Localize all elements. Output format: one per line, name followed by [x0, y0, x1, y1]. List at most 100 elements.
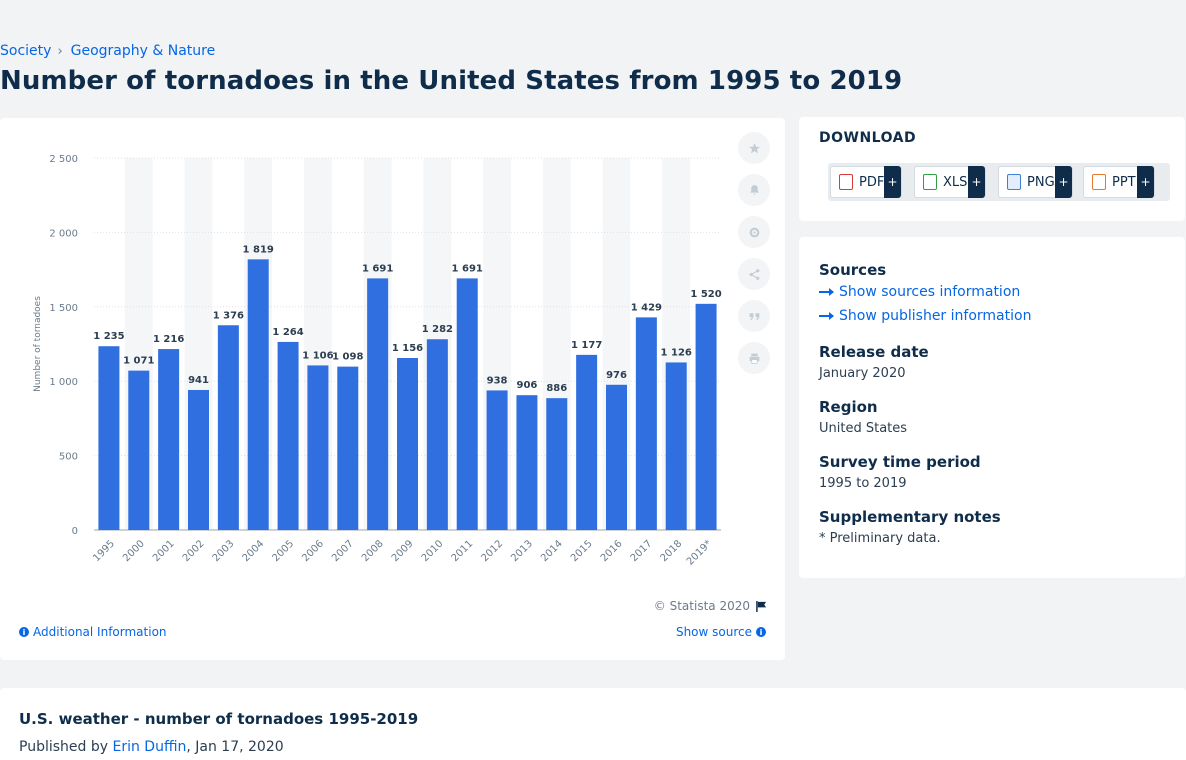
show-sources-link[interactable]: Show sources information [819, 284, 1020, 300]
bar-chart: 0 500 1 000 1 500 2 000 2 500 Number of tornad… [33, 154, 722, 568]
bar [337, 366, 359, 530]
data-label: 1 216 [153, 334, 184, 345]
x-tick-label: 2003 [211, 538, 237, 564]
published-prefix: Published by [19, 739, 113, 755]
bar [635, 317, 657, 530]
bar [397, 357, 418, 530]
data-label: 941 [188, 375, 209, 386]
bar [367, 278, 389, 530]
y-tick-label: 0 [72, 526, 78, 537]
data-label: 1 376 [213, 310, 244, 321]
x-tick-label: 2013 [509, 538, 535, 564]
bar [188, 389, 209, 530]
x-tick-label: 2006 [300, 538, 326, 564]
x-tick-label: 2017 [629, 538, 655, 564]
bar [546, 398, 568, 530]
data-label: 1 071 [123, 356, 154, 367]
bar [576, 354, 598, 530]
statistic-details-card: Sources Show sources information Show pu… [799, 237, 1185, 578]
x-tick-label: 2012 [479, 538, 505, 564]
survey-period-value: 1995 to 2019 [819, 476, 907, 491]
download-xls-button[interactable]: XLS + [914, 166, 986, 198]
download-pdf-button[interactable]: PDF + [830, 166, 902, 198]
star-icon[interactable] [738, 132, 770, 164]
download-card: DOWNLOAD PDF + XLS + PNG + PPT + [799, 117, 1185, 221]
show-source-link[interactable]: Show source i [676, 625, 766, 639]
download-buttons: PDF + XLS + PNG + PPT + [828, 163, 1170, 201]
x-tick-label: 2009 [390, 538, 416, 564]
y-tick-label: 2 000 [49, 228, 78, 239]
bar [516, 395, 538, 530]
copyright-text: © Statista 2020 [653, 599, 750, 613]
print-icon[interactable] [738, 342, 770, 374]
y-axis-label: Number of tornadoes [33, 296, 43, 392]
data-label: 1 691 [452, 263, 483, 274]
bar [307, 365, 329, 530]
bar [158, 349, 180, 530]
breadcrumb-item-society[interactable]: Society [0, 43, 52, 59]
bar [486, 390, 508, 530]
release-date-label: Release date [819, 343, 929, 361]
data-label: 1 098 [332, 352, 363, 363]
show-publisher-link[interactable]: Show publisher information [819, 308, 1031, 324]
author-link[interactable]: Erin Duffin [112, 739, 187, 755]
x-tick-label: 2015 [569, 538, 595, 564]
info-icon: i [19, 627, 29, 637]
data-label: 1 691 [362, 263, 393, 274]
flag-icon[interactable] [756, 600, 767, 612]
breadcrumb-item-geography[interactable]: Geography & Nature [70, 43, 216, 59]
release-date-value: January 2020 [819, 366, 906, 381]
bar [247, 259, 269, 530]
download-png-button[interactable]: PNG + [998, 166, 1073, 198]
png-file-icon [1007, 174, 1021, 190]
supplementary-notes-label: Supplementary notes [819, 508, 1001, 526]
copyright-notice: © Statista 2020 [654, 599, 767, 613]
download-pdf-label: PDF [859, 174, 885, 190]
plus-icon[interactable]: + [968, 166, 985, 198]
show-publisher-label: Show publisher information [839, 308, 1032, 324]
gear-icon[interactable] [738, 216, 770, 248]
download-png-label: PNG [1027, 174, 1055, 190]
chart-card: 0 500 1 000 1 500 2 000 2 500 Number of tornad… [0, 118, 785, 660]
top-bar [0, 0, 1186, 40]
chevron-right-icon: › [57, 43, 63, 59]
show-source-label: Show source [675, 625, 752, 639]
share-icon[interactable] [738, 258, 770, 290]
data-label: 938 [487, 375, 508, 386]
data-label: 1 819 [243, 244, 274, 255]
x-tick-label: 2002 [181, 538, 207, 564]
bar [98, 346, 120, 530]
bell-icon[interactable] [738, 174, 770, 206]
data-label: 1 177 [571, 340, 602, 351]
bar [606, 384, 627, 530]
plus-icon[interactable]: + [1137, 166, 1154, 198]
x-tick-label: 2000 [121, 538, 147, 564]
plus-icon[interactable]: + [1055, 166, 1072, 198]
download-ppt-button[interactable]: PPT + [1083, 166, 1155, 198]
data-label: 1 106 [302, 350, 333, 361]
x-tick-label: 2014 [539, 538, 565, 564]
plus-icon[interactable]: + [884, 166, 901, 198]
published-date: , Jan 17, 2020 [186, 739, 284, 755]
supplementary-notes-value: * Preliminary data. [819, 531, 941, 546]
breadcrumb: Society › Geography & Nature [0, 43, 215, 59]
bar [128, 370, 150, 530]
y-tick-label: 2 500 [49, 154, 78, 165]
x-tick-label: 2019* [685, 538, 714, 567]
x-tick-label: 2007 [330, 538, 356, 564]
sources-label: Sources [819, 261, 887, 279]
x-tick-label: 2001 [151, 538, 177, 564]
additional-information-link[interactable]: i Additional Information [19, 625, 167, 639]
quote-icon[interactable] [738, 300, 770, 332]
xls-file-icon [923, 174, 937, 190]
pdf-file-icon [839, 174, 853, 190]
show-sources-label: Show sources information [839, 284, 1021, 300]
related-statistic-card: U.S. weather - number of tornadoes 1995-… [0, 688, 1186, 760]
data-label: 1 126 [661, 347, 692, 358]
data-label: 1 264 [272, 327, 303, 338]
related-statistic-title[interactable]: U.S. weather - number of tornadoes 1995-… [19, 710, 419, 728]
download-title: DOWNLOAD [819, 130, 917, 146]
region-label: Region [819, 398, 878, 416]
published-by: Published by Erin Duffin, Jan 17, 2020 [19, 739, 284, 755]
survey-period-label: Survey time period [819, 453, 981, 471]
